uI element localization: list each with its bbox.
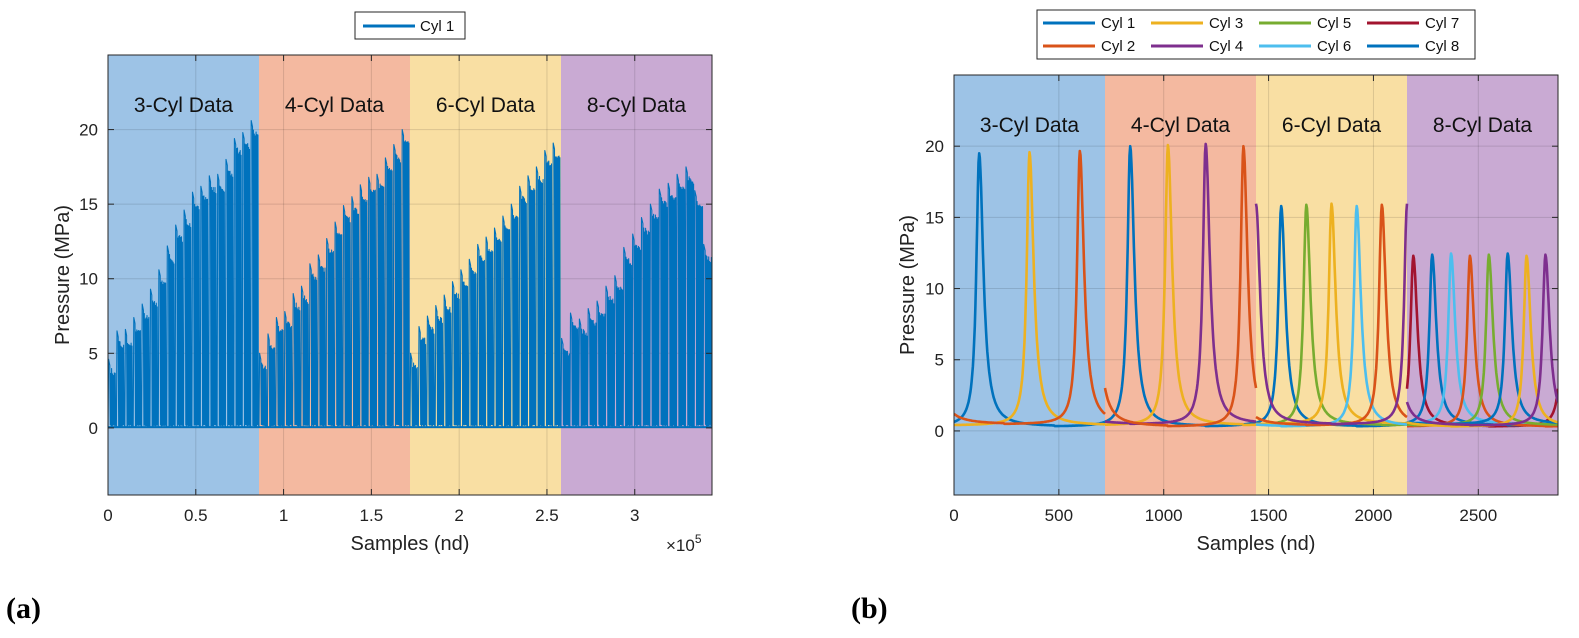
panel-b-legend-label-cyl-4: Cyl 4 xyxy=(1209,38,1243,55)
panel-b-chart: 3-Cyl Data 4-Cyl Data 6-Cyl Data 8-Cyl Data… xyxy=(897,9,1559,555)
panel-b-y-tick-labels: 0 5 10 15 20 xyxy=(925,137,944,441)
panel-b-y-tick-label: 10 xyxy=(925,280,944,299)
panel-a-x-axis-label: Samples (nd) xyxy=(351,533,470,555)
panel-b-region-label-2: 4-Cyl Data xyxy=(1131,114,1231,137)
panel-a-label: (a) xyxy=(6,592,41,625)
panel-b-legend-label-cyl-1: Cyl 1 xyxy=(1101,15,1135,32)
panel-b-seg-1-cyl-3-line xyxy=(954,150,1106,427)
panel-b-x-axis-label: Samples (nd) xyxy=(1197,533,1316,555)
panel-a-y-tick-labels: 0 5 10 15 20 xyxy=(79,121,98,438)
panel-b-x-tick-label: 2500 xyxy=(1459,506,1497,525)
panel-b-y-tick-label: 15 xyxy=(925,208,944,227)
panel-a-region-label-3: 6-Cyl Data xyxy=(436,94,536,117)
panel-b-legend-label-cyl-2: Cyl 2 xyxy=(1101,38,1135,55)
panel-a-x-tick-label: 0.5 xyxy=(184,506,208,525)
panel-b-seg-3-cyl-5-line xyxy=(1255,203,1408,427)
panel-b-label: (b) xyxy=(851,592,888,625)
panel-a-legend-label-cyl-1: Cyl 1 xyxy=(420,18,454,35)
panel-b-region-labels: 3-Cyl Data 4-Cyl Data 6-Cyl Data 8-Cyl Data xyxy=(980,114,1533,137)
panel-a-region-label-1: 3-Cyl Data xyxy=(134,94,234,117)
panel-b-seg-2-cyl-1-line xyxy=(1104,144,1257,428)
panel-a-y-tick-label: 10 xyxy=(79,270,98,289)
panel-b-seg-3-cyl-4-line xyxy=(1254,203,1409,426)
panel-a-y-tick-label: 20 xyxy=(79,121,98,140)
panel-b-series-clip xyxy=(954,142,1558,428)
panel-b-x-tick-label: 2000 xyxy=(1355,506,1393,525)
panel-a-cyl-1-line xyxy=(107,120,713,427)
panel-a-x-tick-label: 0 xyxy=(103,506,112,525)
panel-b-y-axis-label: Pressure (MPa) xyxy=(897,215,919,355)
panel-b-seg-2-cyl-4-line xyxy=(1104,142,1257,426)
panel-a-region-label-2: 4-Cyl Data xyxy=(285,94,385,117)
panel-a-x-multiplier: ×105 xyxy=(666,532,702,555)
panel-b-legend-label-cyl-3: Cyl 3 xyxy=(1209,15,1243,32)
panel-a-legend: Cyl 1 xyxy=(354,11,466,40)
panel-b-legend-label-cyl-8: Cyl 8 xyxy=(1425,38,1459,55)
panel-a-region-labels: 3-Cyl Data 4-Cyl Data 6-Cyl Data 8-Cyl Data xyxy=(134,94,687,117)
panel-b-seg-2-cyl-2-line xyxy=(1103,144,1258,428)
panel-b-x-tick-label: 1000 xyxy=(1145,506,1183,525)
panel-b-seg-4-cyl-4-line xyxy=(1405,253,1558,427)
panel-b-legend-label-cyl-6: Cyl 6 xyxy=(1317,38,1351,55)
panel-a-x-tick-label: 1 xyxy=(279,506,288,525)
panel-b-legend-label-cyl-5: Cyl 5 xyxy=(1317,15,1351,32)
panel-b-seg-1-cyl-2-line xyxy=(954,149,1106,426)
panel-a-region-label-4: 8-Cyl Data xyxy=(587,94,687,117)
panel-b-region-label-1: 3-Cyl Data xyxy=(980,114,1080,137)
panel-b-axes-box xyxy=(953,74,1559,496)
panel-b-ticks xyxy=(953,75,1558,495)
panel-a-series-cyl-1 xyxy=(107,120,713,429)
panel-b-y-tick-label: 20 xyxy=(925,137,944,156)
panel-b-legend-box xyxy=(1036,9,1476,60)
panel-a-x-tick-label: 2.5 xyxy=(535,506,559,525)
panel-b-x-tick-labels: 0 500 1000 1500 2000 2500 xyxy=(949,506,1497,525)
panel-b-y-tick-label: 0 xyxy=(935,422,944,441)
panel-a-x-tick-label: 3 xyxy=(630,506,639,525)
panel-a-axes-box xyxy=(107,54,713,496)
panel-b-x-tick-label: 500 xyxy=(1045,506,1073,525)
panel-a-y-tick-label: 15 xyxy=(79,195,98,214)
panel-b-region-label-4: 8-Cyl Data xyxy=(1433,114,1533,137)
panel-b-legend-label-cyl-7: Cyl 7 xyxy=(1425,15,1459,32)
panel-b-series xyxy=(954,142,1558,428)
panel-a-y-axis-label: Pressure (MPa) xyxy=(52,205,74,345)
panel-a-chart: 3-Cyl Data 4-Cyl Data 6-Cyl Data 8-Cyl Data… xyxy=(52,11,713,555)
panel-b-region-label-3: 6-Cyl Data xyxy=(1282,114,1382,137)
panel-b-legend: Cyl 1 Cyl 2 Cyl 3 Cyl 4 Cyl 5 Cyl 6 Cyl 7 Cyl 8 xyxy=(1036,9,1476,60)
panel-a-y-tick-label: 5 xyxy=(89,344,98,363)
panel-a-y-tick-label: 0 xyxy=(89,419,98,438)
panel-b-x-tick-label: 1500 xyxy=(1250,506,1288,525)
panel-a-x-tick-label: 1.5 xyxy=(360,506,384,525)
panel-a-x-tick-label: 2 xyxy=(454,506,463,525)
panel-b-y-tick-label: 5 xyxy=(935,351,944,370)
panel-a-x-tick-labels: 0 0.5 1 1.5 2 2.5 3 xyxy=(103,506,639,525)
panel-a-ticks xyxy=(107,55,712,495)
panel-b-x-tick-label: 0 xyxy=(949,506,958,525)
